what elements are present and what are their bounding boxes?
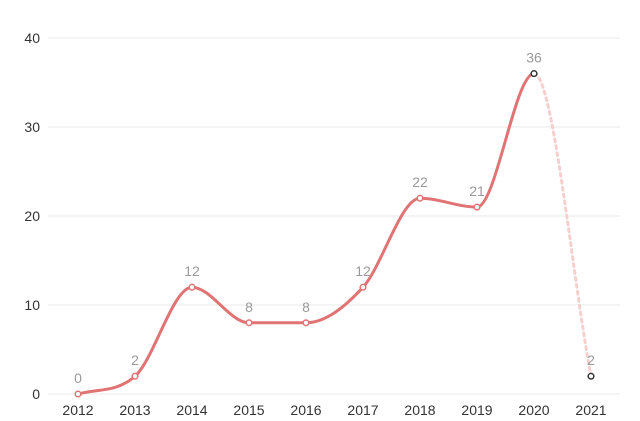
series-line [76,72,593,396]
data-point [74,390,82,398]
data-label: 2 [587,352,595,368]
data-point [530,70,538,78]
x-tick-label: 2017 [347,402,378,418]
x-tick-label: 2020 [518,402,549,418]
x-tick-label: 2021 [575,402,606,418]
y-tick-label: 30 [24,119,40,135]
x-tick-label: 2019 [461,402,492,418]
y-tick-label: 40 [24,30,40,46]
x-tick-label: 2016 [290,402,321,418]
data-point [359,283,367,291]
x-tick-label: 2012 [62,402,93,418]
x-tick-label: 2015 [233,402,264,418]
grid-lines [48,37,620,395]
x-axis: 2012 2013 2014 2015 2016 2017 2018 2019 2020 2021 [62,402,606,418]
x-tick-label: 2018 [404,402,435,418]
data-point [416,194,424,202]
y-axis: 0 10 20 30 40 [24,30,40,402]
data-label: 21 [469,183,485,199]
data-point [131,372,139,380]
y-tick-label: 20 [24,208,40,224]
data-label: 2 [131,352,139,368]
data-label: 12 [355,263,371,279]
data-label: 36 [526,50,542,66]
data-markers [74,70,595,398]
data-point [188,283,196,291]
series-line-projection [532,72,593,378]
y-tick-label: 0 [32,386,40,402]
y-tick-label: 10 [24,297,40,313]
data-point [302,319,310,327]
data-label: 8 [302,299,310,315]
x-tick-label: 2013 [119,402,150,418]
data-label: 0 [74,370,82,386]
data-point [245,319,253,327]
x-tick-label: 2014 [176,402,207,418]
data-label: 12 [184,263,200,279]
series-line-solid [76,72,536,396]
data-point [587,372,595,380]
data-labels: 0 2 12 8 8 12 22 21 36 2 [74,50,595,386]
data-point [473,203,481,211]
data-label: 22 [412,174,428,190]
data-label: 8 [245,299,253,315]
